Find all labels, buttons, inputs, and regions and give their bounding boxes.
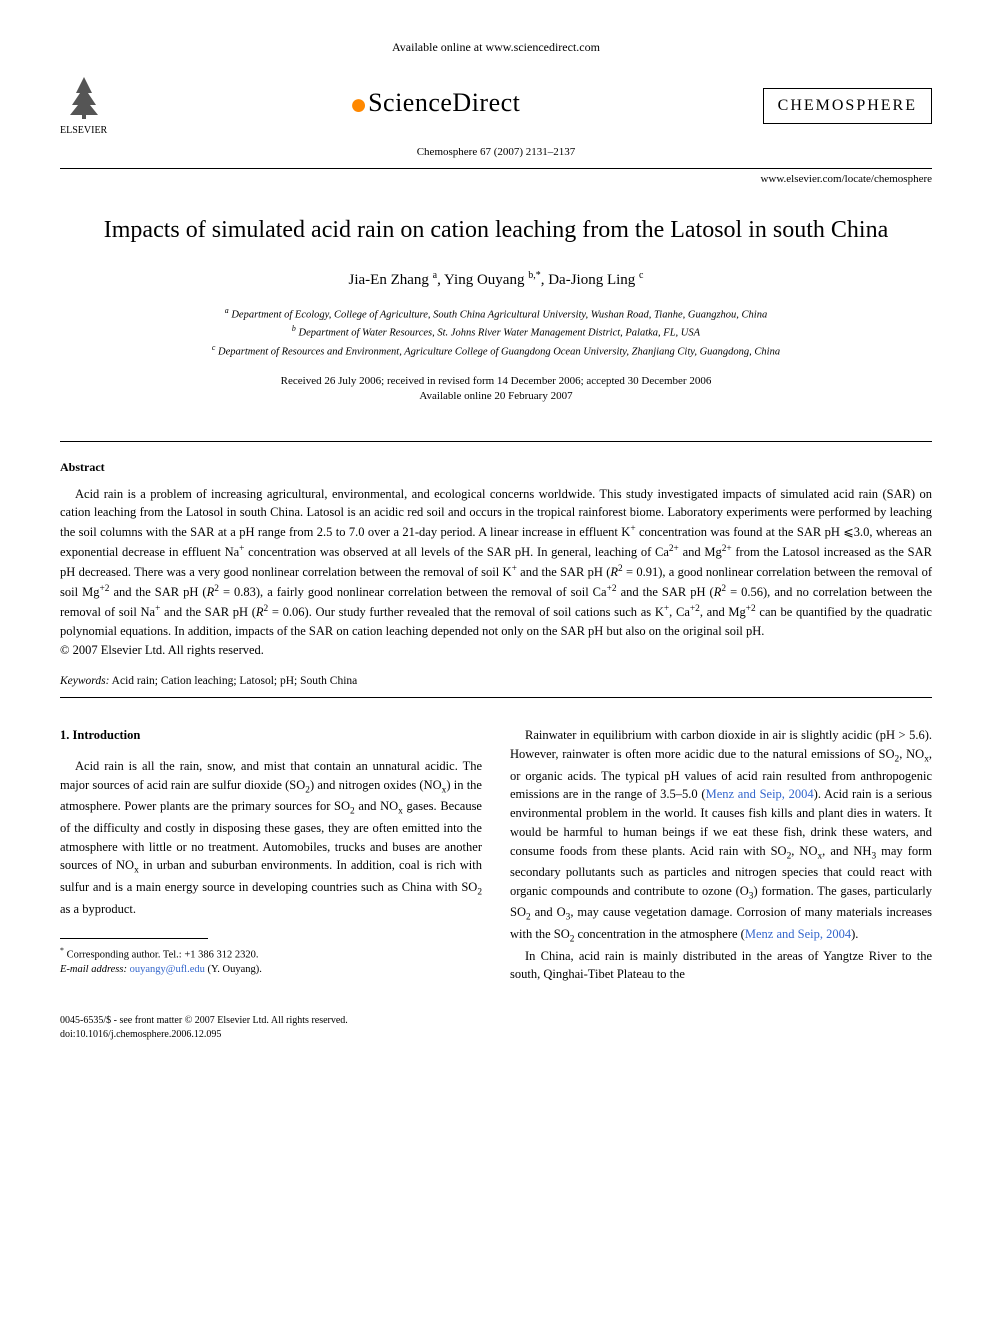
keywords-line: Keywords: Acid rain; Cation leaching; La… [60, 675, 932, 687]
keywords-label: Keywords: [60, 675, 109, 687]
doi-line: doi:10.1016/j.chemosphere.2006.12.095 [60, 1028, 932, 1042]
article-dates: Received 26 July 2006; received in revis… [60, 374, 932, 405]
intro-paragraph-3: In China, acid rain is mainly distribute… [510, 947, 932, 985]
introduction-heading: 1. Introduction [60, 726, 482, 745]
intro-paragraph-2: Rainwater in equilibrium with carbon dio… [510, 726, 932, 946]
abstract-heading: Abstract [60, 460, 932, 475]
affiliation-c: c Department of Resources and Environmen… [60, 342, 932, 360]
elsevier-tree-icon [64, 75, 104, 125]
elsevier-name: ELSEVIER [60, 125, 107, 136]
abstract-top-rule [60, 441, 932, 442]
affiliations: a Department of Ecology, College of Agri… [60, 305, 932, 360]
paper-title: Impacts of simulated acid rain on cation… [100, 215, 892, 246]
header-rule [60, 168, 932, 169]
footnote-rule [60, 938, 208, 939]
abstract-bottom-rule [60, 697, 932, 698]
online-date: Available online 20 February 2007 [60, 389, 932, 404]
authors-line: Jia-En Zhang a, Ying Ouyang b,*, Da-Jion… [60, 270, 932, 289]
affiliation-a: a Department of Ecology, College of Agri… [60, 305, 932, 323]
abstract-body: Acid rain is a problem of increasing agr… [60, 485, 932, 660]
affiliation-b: b Department of Water Resources, St. Joh… [60, 323, 932, 341]
email-label: E-mail address: [60, 964, 127, 975]
sd-dot-icon: ● [349, 89, 368, 122]
right-column: Rainwater in equilibrium with carbon dio… [510, 726, 932, 984]
bottom-matter: 0045-6535/$ - see front matter © 2007 El… [60, 1014, 932, 1042]
intro-paragraph-1: Acid rain is all the rain, snow, and mis… [60, 757, 482, 918]
journal-reference: Chemosphere 67 (2007) 2131–2137 [60, 146, 932, 158]
sciencedirect-logo: ●ScienceDirect [107, 88, 762, 122]
journal-title-box: CHEMOSPHERE [763, 88, 932, 124]
corresponding-author-footnote: * Corresponding author. Tel.: +1 386 312… [60, 945, 482, 978]
corresponding-email[interactable]: ouyangy@ufl.edu [130, 964, 205, 975]
available-online-line: Available online at www.sciencedirect.co… [60, 40, 932, 55]
left-column: 1. Introduction Acid rain is all the rai… [60, 726, 482, 984]
sciencedirect-block: ●ScienceDirect [107, 88, 762, 122]
front-matter-line: 0045-6535/$ - see front matter © 2007 El… [60, 1014, 932, 1028]
journal-url: www.elsevier.com/locate/chemosphere [60, 173, 932, 185]
abstract-copyright: © 2007 Elsevier Ltd. All rights reserved… [60, 643, 264, 657]
received-date: Received 26 July 2006; received in revis… [60, 374, 932, 389]
keywords-list: Acid rain; Cation leaching; Latosol; pH;… [112, 675, 358, 687]
elsevier-logo: ELSEVIER [60, 75, 107, 136]
body-columns: 1. Introduction Acid rain is all the rai… [60, 726, 932, 984]
header-bar: ELSEVIER ●ScienceDirect CHEMOSPHERE [60, 75, 932, 136]
